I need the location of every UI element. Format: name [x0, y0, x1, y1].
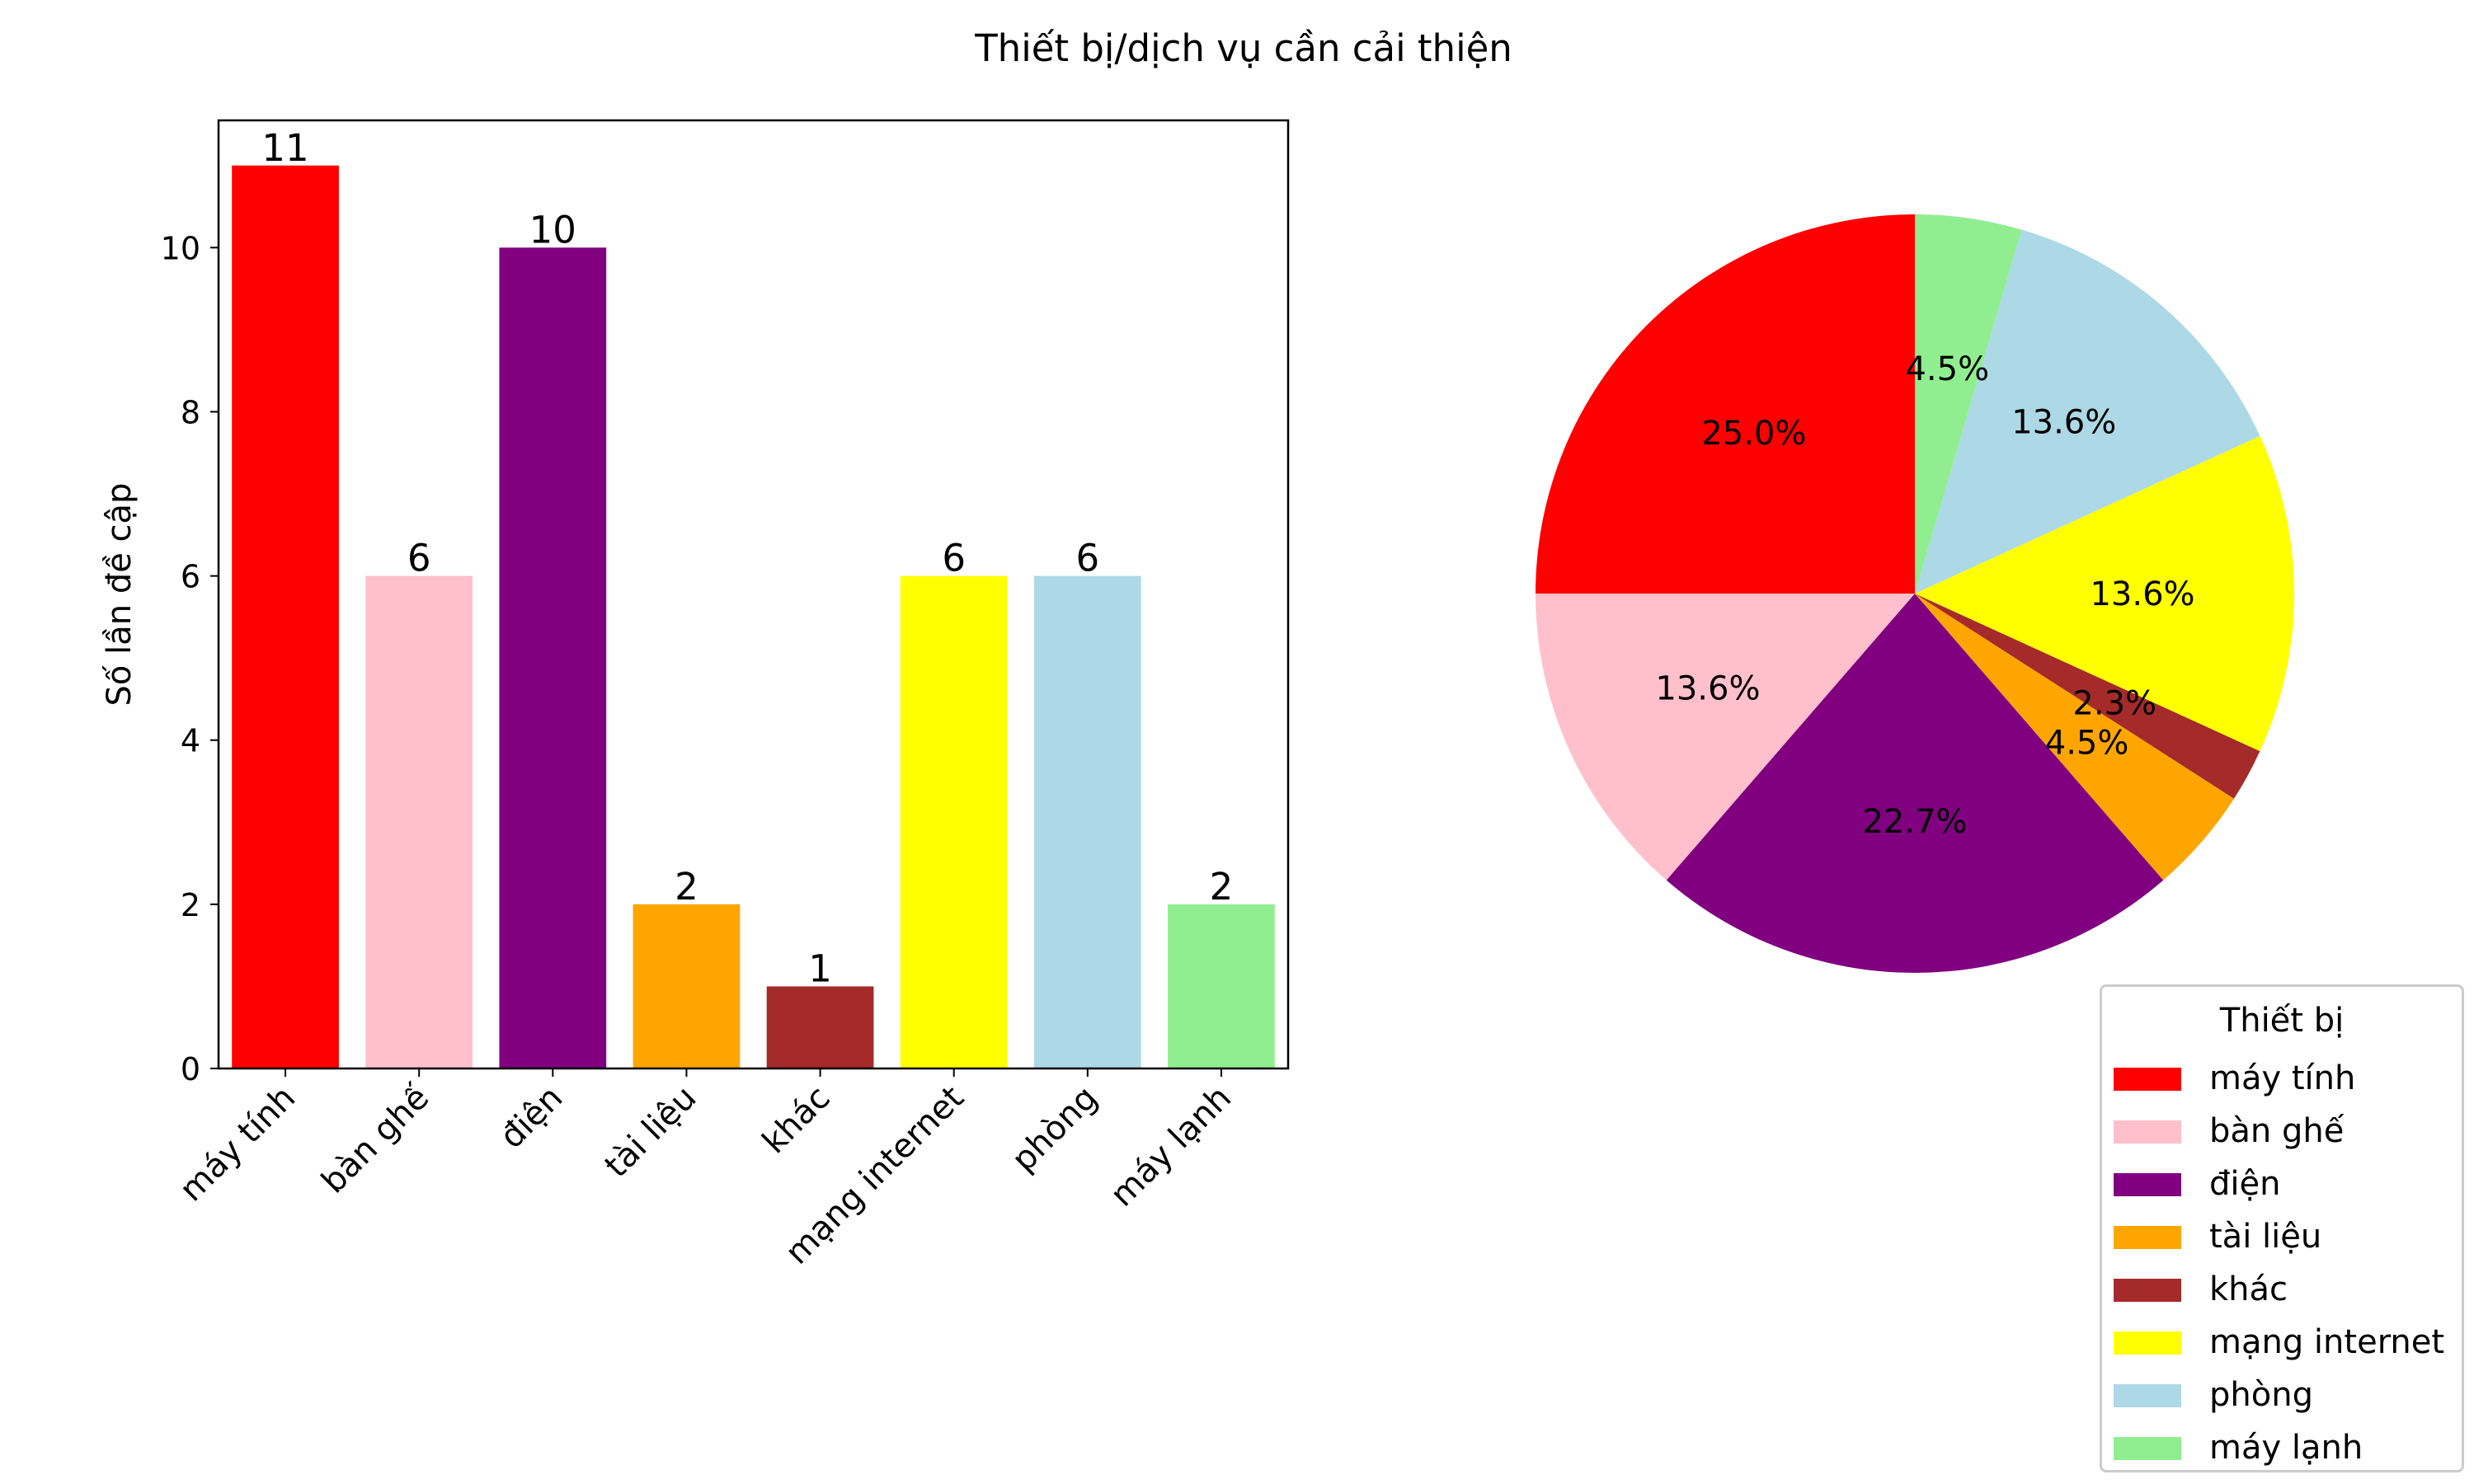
bar-1 — [365, 575, 473, 1068]
x-tick-label-0: máy tính — [172, 1079, 303, 1209]
y-axis-label: Số lần đề cập — [101, 483, 139, 707]
pie-percent-label-2: 22.7% — [1862, 803, 1967, 841]
bar-value-label-3: 2 — [675, 865, 698, 909]
legend-label-4: khác — [2209, 1270, 2288, 1308]
y-tick-label-4: 8 — [181, 394, 200, 430]
legend-swatch-2 — [2114, 1173, 2181, 1196]
bar-7 — [1168, 904, 1275, 1068]
x-tick-label-7: máy lạnh — [1103, 1079, 1239, 1214]
bar-chart: 11 máy tính 6 bàn ghế 10 điện 2 tài liệu 1 khác 6 m… — [101, 119, 1290, 1272]
bar-5 — [900, 575, 1008, 1068]
bar-3 — [633, 904, 741, 1068]
legend-item-6: phòng — [2114, 1373, 2460, 1421]
pie-percent-label-1: 13.6% — [1655, 670, 1760, 708]
legend-label-0: máy tính — [2209, 1059, 2356, 1097]
legend-swatch-4 — [2114, 1279, 2181, 1302]
pie-percent-label-0: 25.0% — [1701, 415, 1806, 453]
legend-label-5: mạng internet — [2209, 1323, 2445, 1361]
bar-value-label-6: 6 — [1075, 537, 1099, 580]
legend-item-2: điện — [2114, 1162, 2460, 1209]
pie-slice-1 — [1536, 594, 1915, 881]
x-tick-label-2: điện — [493, 1079, 571, 1157]
legend-swatch-0 — [2114, 1068, 2181, 1091]
pie-percent-label-6: 13.6% — [2011, 403, 2116, 441]
legend-label-6: phòng — [2209, 1376, 2313, 1414]
bar-value-label-0: 11 — [261, 126, 308, 170]
pie-slice-0 — [1536, 214, 1915, 594]
x-tick-label-3: tài liệu — [598, 1079, 704, 1186]
bar-4 — [766, 986, 874, 1068]
pie-slice-4 — [1915, 594, 2260, 799]
bar-value-label-7: 2 — [1210, 865, 1234, 909]
bar-value-label-2: 10 — [529, 208, 576, 251]
legend-label-2: điện — [2209, 1165, 2281, 1203]
pie-percent-label-4: 2.3% — [2072, 684, 2157, 722]
legend-item-7: máy lạnh — [2114, 1425, 2460, 1473]
pie-percent-label-5: 13.6% — [2090, 575, 2194, 613]
legend-swatch-7 — [2114, 1437, 2181, 1460]
x-tick-label-1: bàn ghế — [314, 1078, 436, 1200]
legend-swatch-6 — [2114, 1384, 2181, 1407]
pie-slice-5 — [1915, 435, 2294, 752]
legend-item-1: bàn ghế — [2114, 1109, 2460, 1157]
bar-0 — [232, 165, 339, 1068]
y-tick-label-1: 2 — [181, 887, 200, 923]
bar-6 — [1033, 575, 1141, 1068]
legend-item-0: máy tính — [2114, 1056, 2460, 1104]
legend-item-3: tài liệu — [2114, 1214, 2460, 1262]
legend-title: Thiết bị — [2219, 1002, 2345, 1040]
bar-value-label-4: 1 — [808, 946, 832, 990]
x-tick-label-4: khác — [755, 1079, 838, 1162]
bar-value-label-5: 6 — [942, 537, 966, 580]
x-tick-label-6: phòng — [1004, 1079, 1105, 1180]
pie-percent-label-7: 4.5% — [1905, 350, 1989, 388]
pie-percent-label-3: 4.5% — [2045, 725, 2129, 763]
legend-label-1: bàn ghế — [2209, 1112, 2345, 1150]
bar-axes-frame — [217, 119, 1290, 1070]
figure-title: Thiết bị/dịch vụ cần cải thiện — [974, 26, 1512, 70]
legend-item-4: khác — [2114, 1267, 2460, 1315]
y-tick-label-3: 6 — [181, 559, 200, 595]
pie-slice-3 — [1915, 594, 2234, 881]
bar-2 — [499, 247, 607, 1069]
legend-swatch-1 — [2114, 1120, 2181, 1144]
legend-swatch-5 — [2114, 1331, 2181, 1355]
legend-item-5: mạng internet — [2114, 1320, 2460, 1368]
pie-slice-7 — [1915, 214, 2022, 594]
legend-label-7: máy lạnh — [2209, 1429, 2363, 1467]
y-tick-label-0: 0 — [181, 1051, 200, 1087]
pie-slice-6 — [1915, 229, 2260, 594]
pie-legend: Thiết bị máy tính bàn ghế điện tài liệu khác… — [2100, 984, 2464, 1472]
pie-chart: 25.0%13.6%22.7%4.5%2.3%13.6%13.6%4.5% — [1536, 214, 2294, 973]
y-tick-label-2: 4 — [181, 723, 200, 759]
legend-swatch-3 — [2114, 1226, 2181, 1249]
legend-label-3: tài liệu — [2209, 1218, 2322, 1256]
pie-slice-2 — [1666, 594, 2164, 973]
bar-value-label-1: 6 — [407, 537, 431, 580]
y-tick-label-5: 10 — [161, 230, 200, 266]
